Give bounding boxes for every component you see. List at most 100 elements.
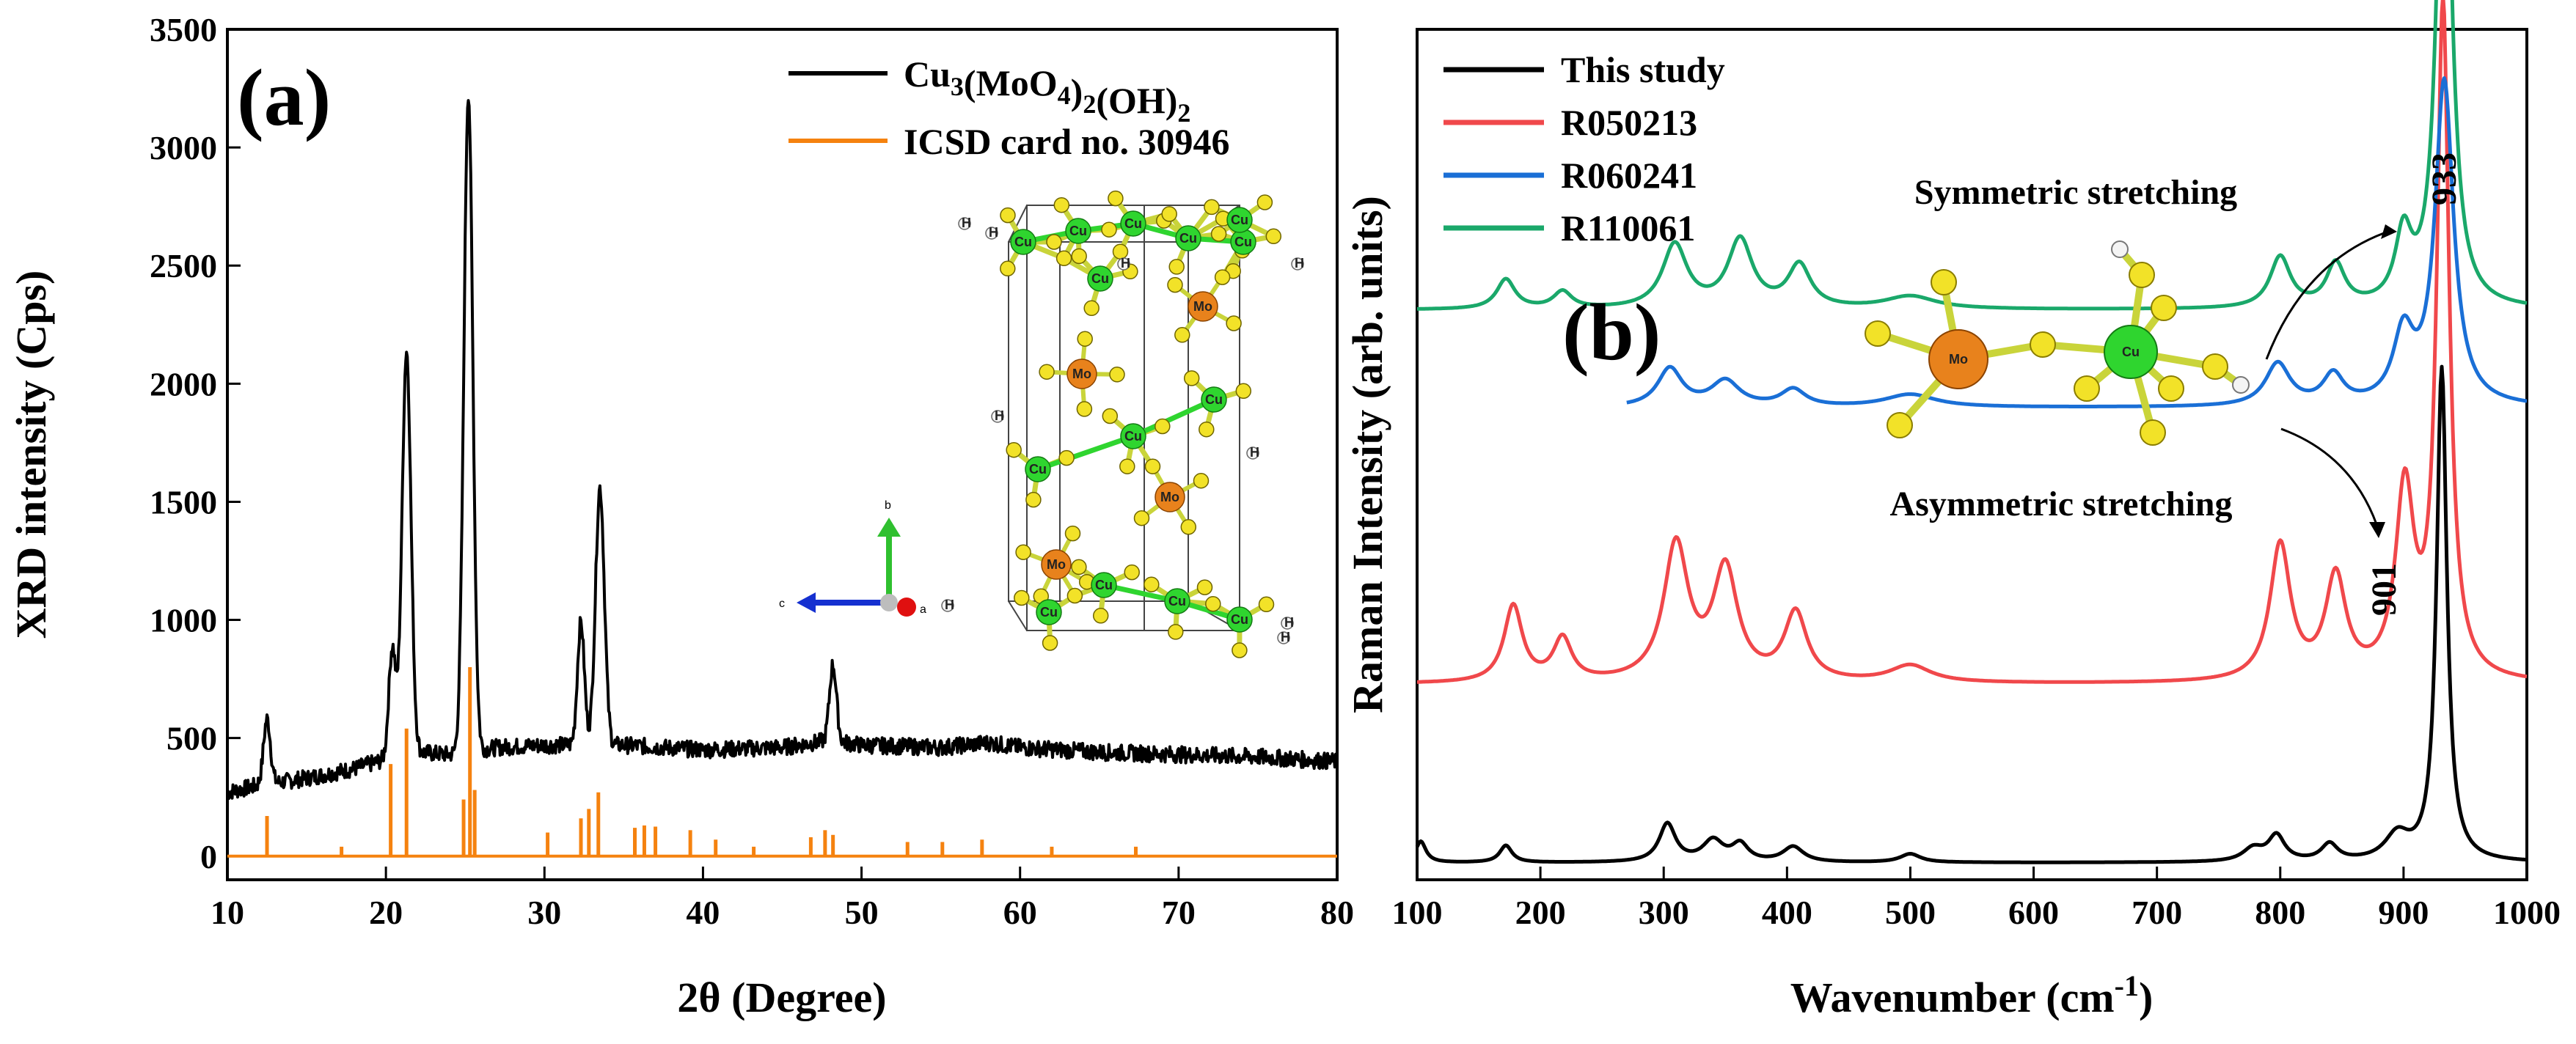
cu-atom <box>1087 265 1113 292</box>
y-tick-label: 2000 <box>150 365 217 402</box>
o-atom <box>1071 248 1087 265</box>
o-atom <box>1180 519 1197 535</box>
o-atom <box>1144 576 1160 592</box>
cu-atom <box>1164 588 1190 614</box>
legend-label-cu-hydroxymolybdate: Cu3(MoO4)2(OH)2 <box>904 54 1190 128</box>
o-atom <box>1083 300 1099 317</box>
legend-label-r050213: R050213 <box>1561 102 1697 143</box>
o-atom <box>1025 491 1042 508</box>
h-atom <box>1277 631 1290 644</box>
mo-atom-label: Mo <box>1160 490 1179 504</box>
o-atom <box>1058 449 1075 466</box>
cu-atom <box>1201 386 1227 413</box>
panel-b-legend: This study R050213 R060241 R110061 <box>1443 49 1725 249</box>
molecule-bridging-o-atom <box>2030 331 2056 358</box>
o-atom <box>1102 408 1119 424</box>
y-tick-label: 3000 <box>150 129 217 166</box>
x-tick-label: 80 <box>1320 894 1354 931</box>
panel-b-plot-frame <box>1416 28 2528 881</box>
o-atom <box>1258 596 1275 613</box>
panel-a-xrd-chart: 10 20 30 40 50 60 70 80 0 500 1000 1500 2000 2500 300… <box>7 11 1354 1021</box>
h-atom-label: H <box>945 598 954 612</box>
o-atom <box>1133 510 1150 526</box>
molecule-o-atom <box>2202 353 2228 380</box>
asymmetric-arrow <box>2280 427 2378 525</box>
cu-atom-label: Cu <box>1069 224 1087 238</box>
h-atom <box>1246 446 1259 460</box>
cu-atom <box>1010 229 1036 255</box>
molecule-h-atom <box>2232 376 2250 394</box>
o-atom <box>1199 421 1215 438</box>
mo-atom-label: Mo <box>1047 557 1066 572</box>
o-atom <box>1155 418 1171 435</box>
axis-b-label: b <box>885 499 891 512</box>
y-tick-label: 500 <box>167 720 217 757</box>
cu-atom-label: Cu <box>1029 462 1047 477</box>
o-atom <box>1046 234 1062 250</box>
cu-atom <box>1091 572 1117 598</box>
molecule-h-atom <box>2111 240 2129 258</box>
h-atom-label: H <box>1284 615 1294 630</box>
axis-c-arrowhead-icon <box>797 592 816 613</box>
h-atom-label: H <box>1250 445 1259 460</box>
molecule-mo-label: Mo <box>1949 352 1968 367</box>
cu-atom <box>1065 218 1091 244</box>
panel-b-y-axis-label: Raman Intensity (arb. units) <box>1344 196 1391 713</box>
h-atom <box>958 217 971 230</box>
cu-atom <box>1036 599 1062 625</box>
h-atom <box>1291 257 1304 271</box>
cu-atom <box>1226 207 1253 233</box>
o-atom <box>1167 276 1183 293</box>
o-atom <box>1193 472 1210 489</box>
x-tick-label: 700 <box>2132 894 2182 931</box>
raman-spectrum-this-study <box>1415 364 2528 864</box>
o-atom <box>1000 207 1016 224</box>
o-atom <box>1210 226 1227 242</box>
mo-atom <box>1041 549 1072 580</box>
h-atom <box>985 227 998 240</box>
o-atom <box>1119 458 1135 474</box>
o-atom <box>1077 331 1093 347</box>
panel-b-label: (b) <box>1562 287 1661 377</box>
y-tick-label: 1500 <box>150 483 217 521</box>
cu-atom <box>1025 456 1051 482</box>
x-tick-label: 300 <box>1639 894 1689 931</box>
o-atom <box>1055 250 1072 267</box>
cu-cu-link <box>1036 433 1135 472</box>
x-tick-label: 800 <box>2255 894 2305 931</box>
o-atom <box>1109 367 1125 383</box>
mo-atom-label: Mo <box>1193 299 1212 314</box>
o-atom <box>1014 589 1030 606</box>
o-atom <box>1161 206 1177 222</box>
symmetric-stretching-label: Symmetric stretching <box>1914 173 2237 212</box>
o-atom <box>1196 579 1213 595</box>
molecule-o-atom <box>1931 269 1957 295</box>
o-atom <box>1204 199 1220 216</box>
o-atom <box>1205 595 1221 612</box>
panel-a-y-ticks: 0 500 1000 1500 2000 2500 3000 3500 <box>150 11 241 875</box>
mo-atom <box>1066 359 1097 389</box>
o-atom <box>1071 559 1087 576</box>
h-atom-label: H <box>962 216 971 230</box>
axis-c-label: c <box>779 598 785 610</box>
molecule-o-atom <box>2129 262 2155 288</box>
molecule-o-atom <box>2151 295 2177 321</box>
h-atom <box>1117 257 1130 271</box>
molecule-o-atom <box>2074 375 2100 402</box>
h-atom <box>1281 617 1294 630</box>
molecule-atoms: Mo Cu <box>1865 240 2250 446</box>
o-atom <box>1214 269 1231 285</box>
panel-b-x-axis-label: Wavenumber (cm-1) <box>1790 969 2154 1021</box>
x-tick-label: 10 <box>211 894 244 931</box>
o-atom <box>1144 458 1161 474</box>
o-atom <box>1232 642 1248 658</box>
o-atom <box>1039 364 1055 380</box>
x-tick-label: 50 <box>845 894 879 931</box>
o-atom <box>1066 587 1083 604</box>
o-atom <box>1168 259 1185 275</box>
molecule-cu-atom <box>2104 325 2158 379</box>
o-atom <box>1015 544 1031 560</box>
x-tick-label: 60 <box>1003 894 1037 931</box>
